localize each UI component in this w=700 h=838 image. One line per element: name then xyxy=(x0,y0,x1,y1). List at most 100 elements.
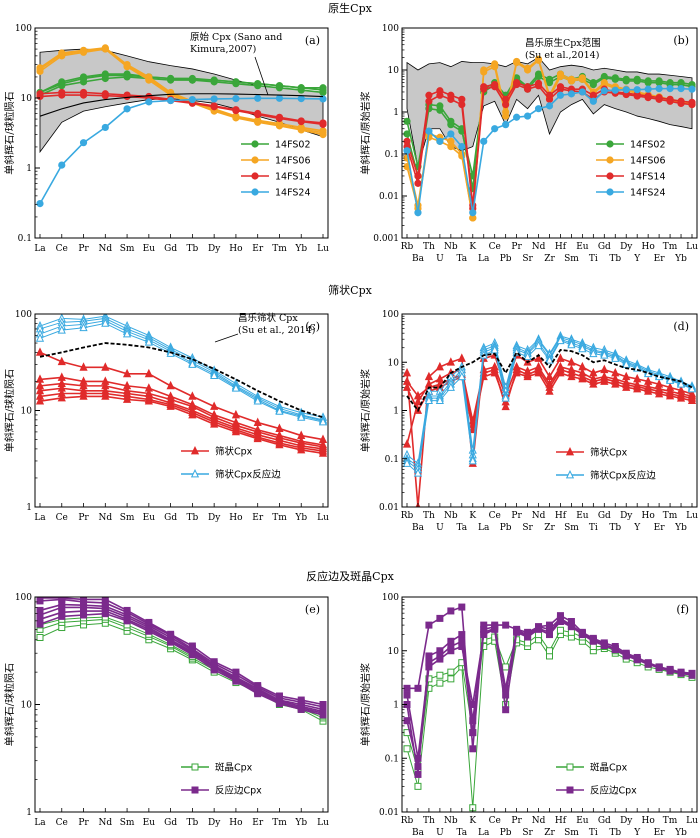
data-point-14FS02 xyxy=(589,80,597,89)
x-tick-label: Ho xyxy=(642,242,655,252)
legend-marker xyxy=(191,763,199,771)
data-point-筛状Cpx xyxy=(600,364,609,374)
legend-label: 斑晶Cpx xyxy=(215,762,253,774)
data-point-反应边Cpx xyxy=(403,684,411,692)
data-point-反应边Cpx xyxy=(232,677,240,685)
x-tick-label: Zr xyxy=(544,254,555,264)
data-point-14FS02 xyxy=(436,102,444,110)
data-point-14FS14 xyxy=(425,91,433,99)
data-point-斑晶Cpx xyxy=(36,634,44,642)
x-tick-label: Tb xyxy=(609,828,621,838)
data-point-筛状Cpx xyxy=(435,373,444,383)
data-point-14FS06 xyxy=(578,75,586,83)
panel-label: (f) xyxy=(676,603,689,616)
series-line-反应边Cpx xyxy=(39,606,324,713)
x-tick-label: Hf xyxy=(555,511,567,521)
data-point-14FS06 xyxy=(145,74,153,83)
x-tick-label: Zr xyxy=(544,828,555,838)
data-point-14FS24 xyxy=(480,137,488,145)
legend: 14FS02 14FS06 14FS14 14FS24 xyxy=(596,140,666,199)
data-point-14FS14 xyxy=(232,106,240,114)
y-tick-label: 0.001 xyxy=(373,234,399,244)
data-point-14FS24 xyxy=(611,86,619,94)
envelope-area xyxy=(406,56,693,167)
data-point-14FS14 xyxy=(319,119,327,127)
data-point-14FS24 xyxy=(425,127,433,135)
reference-line xyxy=(406,348,693,413)
y-axis-label: 单斜辉石/原始岩浆 xyxy=(359,663,372,746)
data-point-14FS02 xyxy=(644,79,652,87)
x-tick-label: Yb xyxy=(294,818,307,828)
data-point-筛状Cpx反应边 xyxy=(676,379,686,388)
data-point-反应边Cpx xyxy=(447,642,455,650)
data-point-筛状Cpx xyxy=(446,357,455,366)
data-point-14FS24 xyxy=(436,137,444,145)
data-point-14FS24 xyxy=(210,95,218,103)
data-point-14FS14 xyxy=(655,94,663,102)
data-point-筛状Cpx xyxy=(188,409,197,419)
x-tick-label: Nb xyxy=(444,816,458,826)
data-point-反应边Cpx xyxy=(425,621,433,629)
section-title-primary: 原生Cpx xyxy=(328,1,372,15)
data-point-14FS14 xyxy=(58,88,66,97)
x-tick-label: Eu xyxy=(143,244,156,254)
x-tick-label: Er xyxy=(252,244,264,254)
data-point-反应边Cpx xyxy=(275,700,283,708)
x-tick-label: Tb xyxy=(187,244,199,254)
x-tick-label: Lu xyxy=(317,818,329,828)
x-tick-label: Ce xyxy=(56,818,68,828)
x-tick-label: Ta xyxy=(456,828,467,838)
legend-label: 筛状Cpx反应边 xyxy=(590,470,656,482)
data-point-14FS24 xyxy=(600,87,608,95)
x-tick-label: Pr xyxy=(511,511,522,521)
data-point-14FS24 xyxy=(677,85,685,93)
data-point-反应边Cpx xyxy=(188,651,196,659)
data-point-14FS24 xyxy=(447,130,455,138)
x-tick-label: Nd xyxy=(532,511,546,521)
data-point-筛状Cpx xyxy=(556,361,565,371)
x-tick-label: Gd xyxy=(164,513,177,523)
legend-marker xyxy=(251,172,259,180)
y-tick-label: 100 xyxy=(15,24,32,34)
data-point-14FS24 xyxy=(167,96,175,105)
panel-label: (b) xyxy=(673,34,689,47)
legend-label: 14FS14 xyxy=(275,172,311,183)
data-point-反应边Cpx xyxy=(578,630,586,638)
data-point-14FS14 xyxy=(534,79,543,87)
x-tick-label: Ti xyxy=(589,523,598,533)
x-tick-label: Lu xyxy=(686,511,698,521)
data-point-反应边Cpx xyxy=(458,637,466,645)
data-point-筛状Cpx xyxy=(578,367,587,377)
x-tick-label: La xyxy=(478,254,490,264)
data-point-14FS02 xyxy=(622,77,630,85)
x-tick-label: Nd xyxy=(98,818,112,828)
x-tick-label: La xyxy=(478,523,490,533)
y-tick-label: 1 xyxy=(26,503,32,513)
data-point-14FS24 xyxy=(644,85,652,93)
data-point-14FS24 xyxy=(254,94,262,102)
x-tick-label: Yb xyxy=(674,254,687,264)
data-point-反应边Cpx xyxy=(677,669,685,677)
x-tick-label: Tm xyxy=(663,816,678,826)
data-point-反应边Cpx xyxy=(425,652,433,660)
data-point-筛状Cpx反应边 xyxy=(687,383,697,393)
data-point-反应边Cpx xyxy=(556,616,564,624)
legend-marker xyxy=(566,786,574,794)
data-point-斑晶Cpx xyxy=(447,668,455,676)
data-point-14FS02 xyxy=(123,73,131,81)
annotation-text: (Su et al., 2014) xyxy=(238,325,315,336)
data-point-筛状Cpx xyxy=(122,368,132,378)
legend-label: 反应边Cpx xyxy=(215,785,262,797)
data-point-筛状Cpx xyxy=(166,380,175,390)
chart-panel-d: 0.010.1110100RbBaThUNbTaKLaCePbPrSrNdZrH… xyxy=(359,310,698,533)
data-point-筛状Cpx反应边 xyxy=(79,322,88,332)
data-point-14FS06 xyxy=(513,59,521,67)
legend-marker xyxy=(251,140,259,148)
data-point-14FS14 xyxy=(545,91,554,99)
x-tick-label: Ho xyxy=(229,818,242,828)
x-tick-label: Ce xyxy=(489,816,501,826)
series-line-14FS24 xyxy=(39,97,324,204)
data-point-14FS14 xyxy=(79,88,88,97)
data-point-14FS14 xyxy=(254,109,262,118)
x-tick-label: Pb xyxy=(500,828,512,838)
